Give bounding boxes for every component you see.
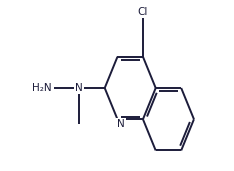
Text: N: N <box>117 119 125 129</box>
Text: Cl: Cl <box>138 7 148 17</box>
Text: N: N <box>75 83 83 93</box>
Text: H₂N: H₂N <box>32 83 52 93</box>
